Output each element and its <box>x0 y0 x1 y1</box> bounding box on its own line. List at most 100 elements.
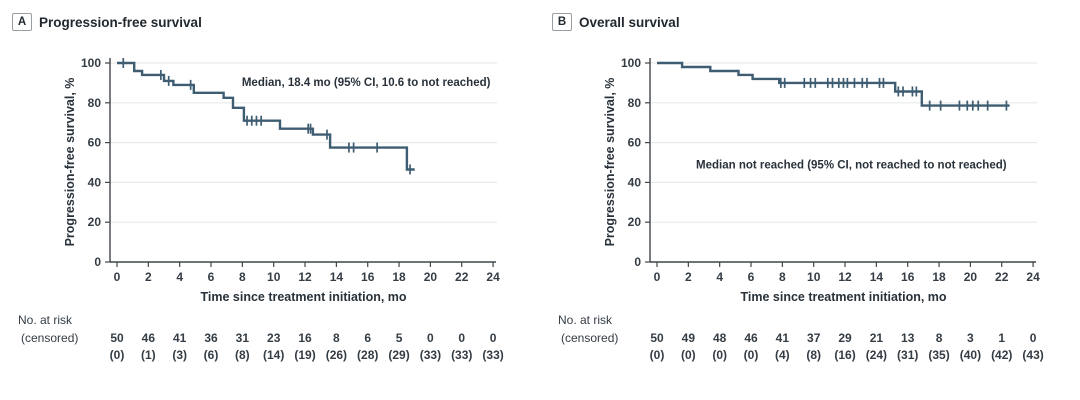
x-tick-label: 0 <box>114 270 121 284</box>
at-risk-count: 36 <box>204 331 218 345</box>
risk-table-label: No. at risk <box>558 313 613 327</box>
at-risk-count: 3 <box>967 331 974 345</box>
at-risk-count: 1 <box>998 331 1005 345</box>
x-tick-label: 20 <box>424 270 438 284</box>
censored-count: (40) <box>960 348 981 362</box>
at-risk-count: 29 <box>838 331 852 345</box>
censored-count: (0) <box>744 348 759 362</box>
x-tick-label: 2 <box>145 270 152 284</box>
x-axis-title: Time since treatment initiation, mo <box>740 290 946 304</box>
x-tick-label: 10 <box>807 270 821 284</box>
censored-count: (3) <box>172 348 187 362</box>
median-annotation: Median not reached (95% CI, not reached … <box>696 159 1007 171</box>
censored-count: (19) <box>294 348 315 362</box>
at-risk-count: 41 <box>776 331 790 345</box>
censored-count: (1) <box>141 348 156 362</box>
at-risk-count: 46 <box>744 331 758 345</box>
at-risk-count: 0 <box>490 331 497 345</box>
at-risk-count: 23 <box>267 331 281 345</box>
censored-count: (33) <box>482 348 503 362</box>
risk-table: No. at risk(censored) 50(0)46(1)41(3)36(6… <box>18 313 504 362</box>
x-tick-label: 12 <box>298 270 312 284</box>
at-risk-count: 13 <box>901 331 915 345</box>
x-tick-label: 22 <box>455 270 469 284</box>
median-annotation: Median, 18.4 mo (95% CI, 10.6 to not rea… <box>242 77 491 89</box>
x-axis-title: Time since treatment initiation, mo <box>200 290 406 304</box>
panel-b-marker: B <box>552 13 572 31</box>
censored-count: (33) <box>451 348 472 362</box>
at-risk-count: 8 <box>936 331 943 345</box>
risk-table-sublabel: (censored) <box>21 331 78 345</box>
x-tick-label: 18 <box>392 270 406 284</box>
x-tick-label: 14 <box>870 270 884 284</box>
y-tick-label: 80 <box>628 96 642 110</box>
censored-count: (0) <box>110 348 125 362</box>
censored-count: (24) <box>866 348 887 362</box>
x-tick-label: 8 <box>779 270 786 284</box>
at-risk-count: 21 <box>870 331 884 345</box>
censored-count: (26) <box>326 348 347 362</box>
x-tick-label: 24 <box>1026 270 1040 284</box>
x-tick-label: 4 <box>716 270 723 284</box>
gridlines <box>110 62 497 223</box>
censored-count: (0) <box>650 348 665 362</box>
at-risk-count: 50 <box>650 331 664 345</box>
panel-a-header: A Progression-free survival <box>12 13 202 31</box>
x-tick-label: 10 <box>267 270 281 284</box>
censored-count: (14) <box>263 348 284 362</box>
censored-count: (16) <box>834 348 855 362</box>
panel-a-title: Progression-free survival <box>39 14 202 30</box>
x-tick-label: 16 <box>361 270 375 284</box>
at-risk-count: 0 <box>458 331 465 345</box>
y-tick-label: 80 <box>88 96 102 110</box>
censored-count: (31) <box>897 348 918 362</box>
km-curve <box>657 61 1010 107</box>
censored-count: (8) <box>806 348 821 362</box>
censored-count: (43) <box>1022 348 1043 362</box>
at-risk-count: 16 <box>298 331 312 345</box>
panel-b: B Overall survival 0 20 40 60 80 100 0 2 4 6 8 10 12… <box>540 0 1080 400</box>
censor-ticks <box>122 58 411 175</box>
x-tick-label: 16 <box>901 270 915 284</box>
risk-table: No. at risk (censored) 50 (0) 49 (0) 48 (0) 46 (0… <box>558 313 1044 362</box>
at-risk-count: 37 <box>807 331 821 345</box>
at-risk-count: 5 <box>396 331 403 345</box>
at-risk-count: 49 <box>682 331 696 345</box>
censored-count: (29) <box>388 348 409 362</box>
at-risk-count: 0 <box>1030 331 1037 345</box>
at-risk-count: 50 <box>110 331 124 345</box>
at-risk-count: 46 <box>142 331 156 345</box>
y-axis-title: Progression-free survival, % <box>603 78 617 247</box>
x-tick-label: 18 <box>932 270 946 284</box>
x-tick-label: 20 <box>964 270 978 284</box>
at-risk-count: 48 <box>713 331 727 345</box>
y-tick-label: 20 <box>88 215 102 229</box>
x-tick-label: 6 <box>748 270 755 284</box>
x-tick-label: 24 <box>486 270 500 284</box>
panel-a: A Progression-free survival 0 20 40 60 80 100… <box>12 13 504 362</box>
censored-count: (0) <box>712 348 727 362</box>
censor-ticks <box>779 77 1008 111</box>
x-tick-label: 6 <box>208 270 215 284</box>
y-tick-label: 20 <box>628 215 642 229</box>
x-tick-label: 22 <box>995 270 1009 284</box>
risk-table-label: No. at risk <box>18 313 73 327</box>
censored-count: (42) <box>991 348 1012 362</box>
at-risk-count: 6 <box>364 331 371 345</box>
y-tick-label: 100 <box>81 56 101 70</box>
y-axis-title: Progression-free survival, % <box>63 78 77 247</box>
x-tick-label: 12 <box>838 270 852 284</box>
at-risk-count: 0 <box>427 331 434 345</box>
censored-count: (35) <box>928 348 949 362</box>
panel-b-header: B Overall survival <box>552 13 680 31</box>
at-risk-count: 8 <box>333 331 340 345</box>
y-tick-label: 0 <box>94 255 101 269</box>
y-tick-label: 40 <box>88 175 102 189</box>
panel-b-title: Overall survival <box>579 14 680 30</box>
y-tick-label: 60 <box>88 136 102 150</box>
x-tick-label: 4 <box>176 270 183 284</box>
